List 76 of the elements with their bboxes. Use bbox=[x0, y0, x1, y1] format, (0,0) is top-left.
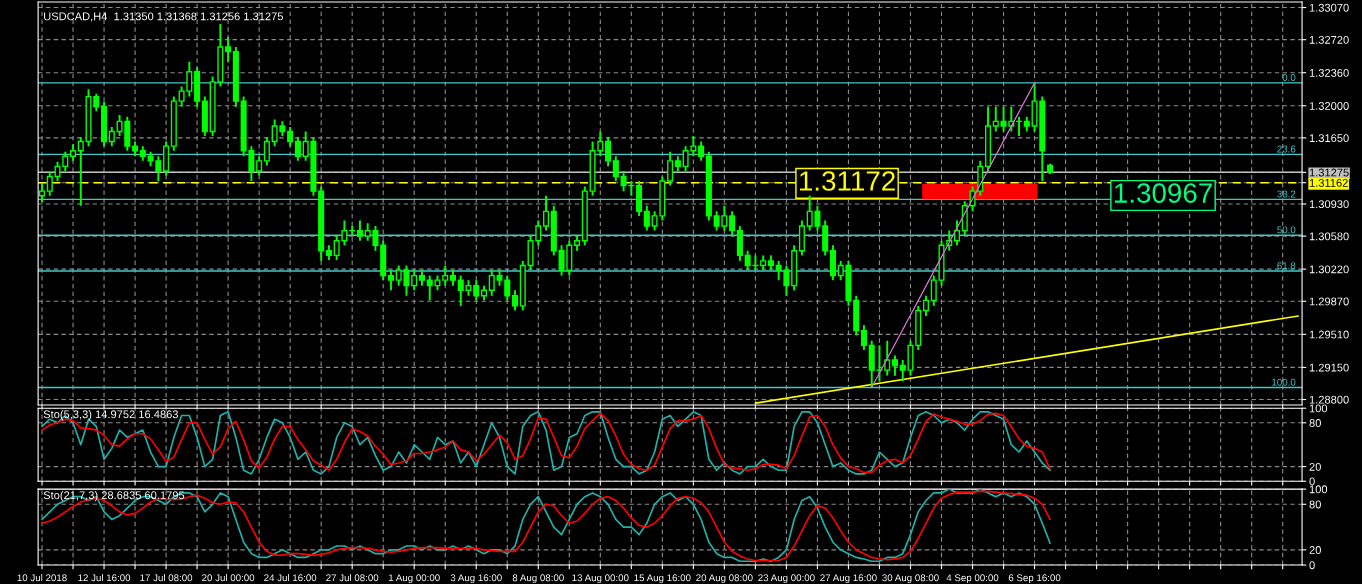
annotation: 23.6 bbox=[1277, 145, 1296, 153]
candlestick bbox=[860, 324, 867, 351]
y-tick-label: 100 bbox=[1309, 485, 1328, 494]
candlestick bbox=[922, 294, 930, 317]
y-tick-label: 1.32000 bbox=[1309, 102, 1349, 110]
x-tick-label: 15 Aug 16:00 bbox=[634, 574, 691, 584]
candlestick bbox=[263, 136, 270, 167]
y-tick-label: 1.28800 bbox=[1309, 395, 1349, 404]
x-tick-label: 1 Aug 00:00 bbox=[389, 574, 440, 584]
y-tick-label: 0 bbox=[1309, 561, 1315, 570]
candlestick bbox=[225, 35, 232, 63]
candlestick bbox=[884, 339, 891, 377]
annotation: 38.2 bbox=[1277, 190, 1296, 198]
x-tick-label: 13 Aug 00:00 bbox=[572, 574, 629, 584]
annotation: 0.0 bbox=[1282, 74, 1296, 81]
x-tick-label: 8 Aug 08:00 bbox=[512, 574, 564, 584]
chart-title: Sto(5,3,3) 14.9752 16.4863 bbox=[43, 410, 178, 421]
x-tick-label: 6 Sep 16:00 bbox=[1008, 574, 1061, 584]
x-tick-label: 10 Jul 2018 bbox=[17, 574, 67, 582]
candlestick bbox=[387, 269, 394, 292]
x-tick-label: 27 Aug 16:00 bbox=[820, 574, 877, 584]
x-tick-label: 23 Aug 00:00 bbox=[758, 574, 815, 584]
x-tick-label: 4 Sep 00:00 bbox=[946, 574, 999, 584]
candlestick bbox=[992, 105, 999, 133]
candlestick bbox=[294, 136, 301, 162]
candlestick bbox=[38, 182, 46, 204]
y-tick-label: 1.31650 bbox=[1309, 134, 1349, 143]
y-tick-label: 1.30220 bbox=[1309, 265, 1349, 274]
x-tick-label: 30 Aug 08:00 bbox=[882, 574, 939, 584]
x-tick-label: 20 Aug 08:00 bbox=[696, 574, 753, 584]
y-tick-label: 80 bbox=[1309, 419, 1321, 427]
x-tick-label: 20 Jul 00:00 bbox=[202, 574, 255, 582]
y-tick-label: 20 bbox=[1309, 462, 1321, 471]
candlestick bbox=[77, 136, 84, 207]
candlestick bbox=[612, 155, 619, 183]
candlestick bbox=[287, 125, 294, 148]
y-tick-label: 1.29150 bbox=[1309, 363, 1349, 372]
annotation: 100.0 bbox=[1272, 378, 1296, 386]
y-tick-label: 20 bbox=[1309, 546, 1321, 554]
x-tick-label: 12 Jul 16:00 bbox=[78, 574, 131, 582]
annotation: 1.30967 bbox=[1114, 183, 1212, 203]
annotation: 50.0 bbox=[1277, 226, 1296, 234]
candlestick bbox=[698, 140, 705, 162]
candlestick bbox=[46, 170, 53, 197]
candlestick bbox=[891, 354, 898, 377]
y-tick-label: 1.30580 bbox=[1309, 232, 1349, 241]
y-tick-label: 1.31275 bbox=[1309, 168, 1349, 177]
x-tick-label: 27 Jul 08:00 bbox=[326, 574, 379, 582]
y-tick-label: 1.31162 bbox=[1309, 178, 1348, 187]
y-tick-label: 1.29510 bbox=[1309, 330, 1349, 339]
candlestick bbox=[729, 210, 736, 238]
x-tick-label: 17 Jul 08:00 bbox=[140, 574, 193, 582]
y-tick-label: 1.30930 bbox=[1309, 200, 1349, 209]
y-tick-label: 1.33070 bbox=[1309, 3, 1349, 12]
annotation: 61.8 bbox=[1277, 262, 1296, 270]
candlestick bbox=[356, 219, 363, 242]
text: USDCAD,H4 1.31350 1.31368 1.31256 1.31275 bbox=[44, 12, 284, 22]
candlestick bbox=[643, 204, 650, 232]
y-tick-label: 1.32720 bbox=[1309, 35, 1349, 44]
candlestick bbox=[256, 155, 263, 177]
x-tick-label: 24 Jul 16:00 bbox=[264, 574, 317, 582]
annotation: 1.31172 bbox=[800, 171, 895, 191]
candlestick bbox=[543, 194, 550, 232]
candlestick bbox=[442, 264, 449, 287]
y-tick-label: 0 bbox=[1309, 477, 1315, 486]
candlestick bbox=[605, 136, 612, 168]
candlestick bbox=[511, 289, 519, 312]
candlestick bbox=[108, 125, 115, 148]
y-tick-label: 1.29870 bbox=[1309, 297, 1349, 306]
candlestick bbox=[411, 269, 418, 292]
x-tick-label: 3 Aug 16:00 bbox=[450, 574, 502, 584]
y-tick-label: 1.32360 bbox=[1309, 68, 1349, 77]
candlestick bbox=[953, 219, 961, 247]
y-tick-label: 80 bbox=[1309, 500, 1321, 509]
candlestick bbox=[667, 150, 674, 187]
y-tick-label: 100 bbox=[1309, 404, 1328, 413]
